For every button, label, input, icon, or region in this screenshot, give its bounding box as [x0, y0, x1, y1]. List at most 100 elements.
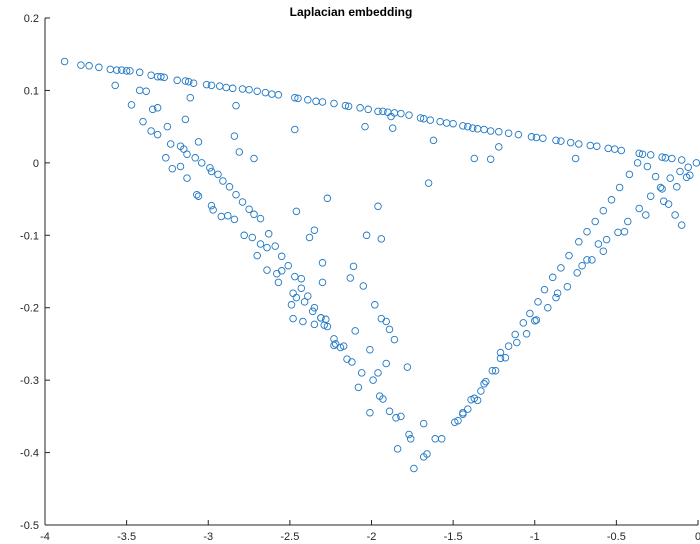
data-point [122, 67, 131, 75]
data-point [486, 127, 495, 135]
data-point [599, 247, 608, 255]
data-point [284, 261, 292, 270]
data-point [511, 330, 519, 339]
data-point [139, 117, 147, 126]
data-point [343, 355, 351, 363]
data-point [346, 274, 355, 282]
y-tick-label: 0.2 [24, 13, 39, 25]
data-point [385, 407, 394, 416]
data-point [331, 340, 340, 348]
data-point [480, 125, 488, 134]
y-tick-label: -0.5 [20, 520, 39, 532]
data-point [449, 119, 457, 128]
data-point [656, 183, 665, 192]
data-point [548, 273, 557, 282]
data-point [532, 133, 541, 142]
data-point [245, 85, 253, 94]
y-tick-label: -0.2 [20, 303, 39, 315]
data-point [230, 215, 239, 224]
data-point [106, 65, 115, 74]
data-point [113, 66, 121, 74]
y-tick-label: 0.1 [24, 85, 39, 97]
data-point [349, 262, 358, 271]
data-point [183, 174, 191, 182]
data-point [666, 174, 674, 182]
data-point [310, 320, 319, 329]
data-point [495, 127, 503, 136]
data-point [470, 154, 479, 163]
data-point [126, 67, 134, 75]
data-point [207, 81, 216, 90]
data-point [361, 122, 369, 131]
data-point [366, 408, 374, 417]
data-point [624, 217, 632, 226]
data-point [617, 146, 626, 155]
data-point [583, 227, 591, 236]
data-point [292, 207, 301, 216]
data-point [351, 327, 359, 335]
x-tick-label: -1.5 [444, 531, 463, 543]
data-point [646, 192, 655, 200]
data-point [304, 96, 312, 104]
data-point [651, 172, 660, 181]
x-tick-label: -2 [367, 531, 377, 543]
data-point [153, 130, 162, 139]
data-point [658, 185, 666, 193]
data-point [504, 342, 513, 350]
data-point [610, 145, 619, 153]
data-point [197, 159, 206, 167]
data-point [215, 82, 224, 90]
data-point [135, 68, 144, 77]
data-point [168, 164, 177, 173]
x-tick-label: 0 [695, 531, 700, 543]
data-point [163, 122, 172, 131]
data-point [437, 435, 446, 443]
data-point [256, 214, 265, 223]
data-point [318, 259, 327, 267]
data-point [482, 377, 490, 386]
data-point [111, 81, 119, 90]
data-point [532, 316, 541, 324]
data-point [625, 170, 634, 179]
data-point [488, 366, 497, 375]
data-point [318, 278, 327, 287]
data-point [160, 73, 168, 82]
data-point [664, 200, 673, 208]
data-point [676, 167, 684, 176]
x-tick-label: -0.5 [607, 531, 626, 543]
data-point [642, 211, 650, 219]
data-point [566, 138, 575, 147]
data-point [323, 194, 332, 203]
data-point [387, 112, 395, 121]
data-point [382, 317, 390, 326]
data-point [379, 107, 387, 116]
data-point [268, 90, 276, 98]
data-point [362, 231, 371, 240]
data-point [274, 91, 283, 99]
data-point [668, 154, 676, 163]
data-point [426, 116, 435, 124]
data-point [369, 376, 377, 384]
data-point [379, 395, 387, 403]
data-point [261, 88, 270, 97]
data-point [77, 61, 85, 69]
x-tick-label: -1 [530, 531, 540, 543]
data-point [186, 93, 195, 102]
data-point [224, 211, 232, 220]
data-point [250, 210, 258, 219]
y-tick-label: 0 [33, 158, 39, 170]
data-point [540, 285, 549, 294]
data-point [339, 342, 348, 350]
data-point [184, 77, 193, 86]
data-point [206, 164, 214, 172]
data-point [658, 153, 666, 161]
data-point [235, 148, 244, 156]
chart-title: Laplacian embedding [290, 5, 413, 19]
data-point [173, 76, 181, 85]
data-point [263, 266, 271, 274]
x-tick-label: -2.5 [280, 531, 299, 543]
data-point [459, 408, 467, 417]
data-point [264, 230, 273, 238]
data-point [594, 240, 603, 248]
